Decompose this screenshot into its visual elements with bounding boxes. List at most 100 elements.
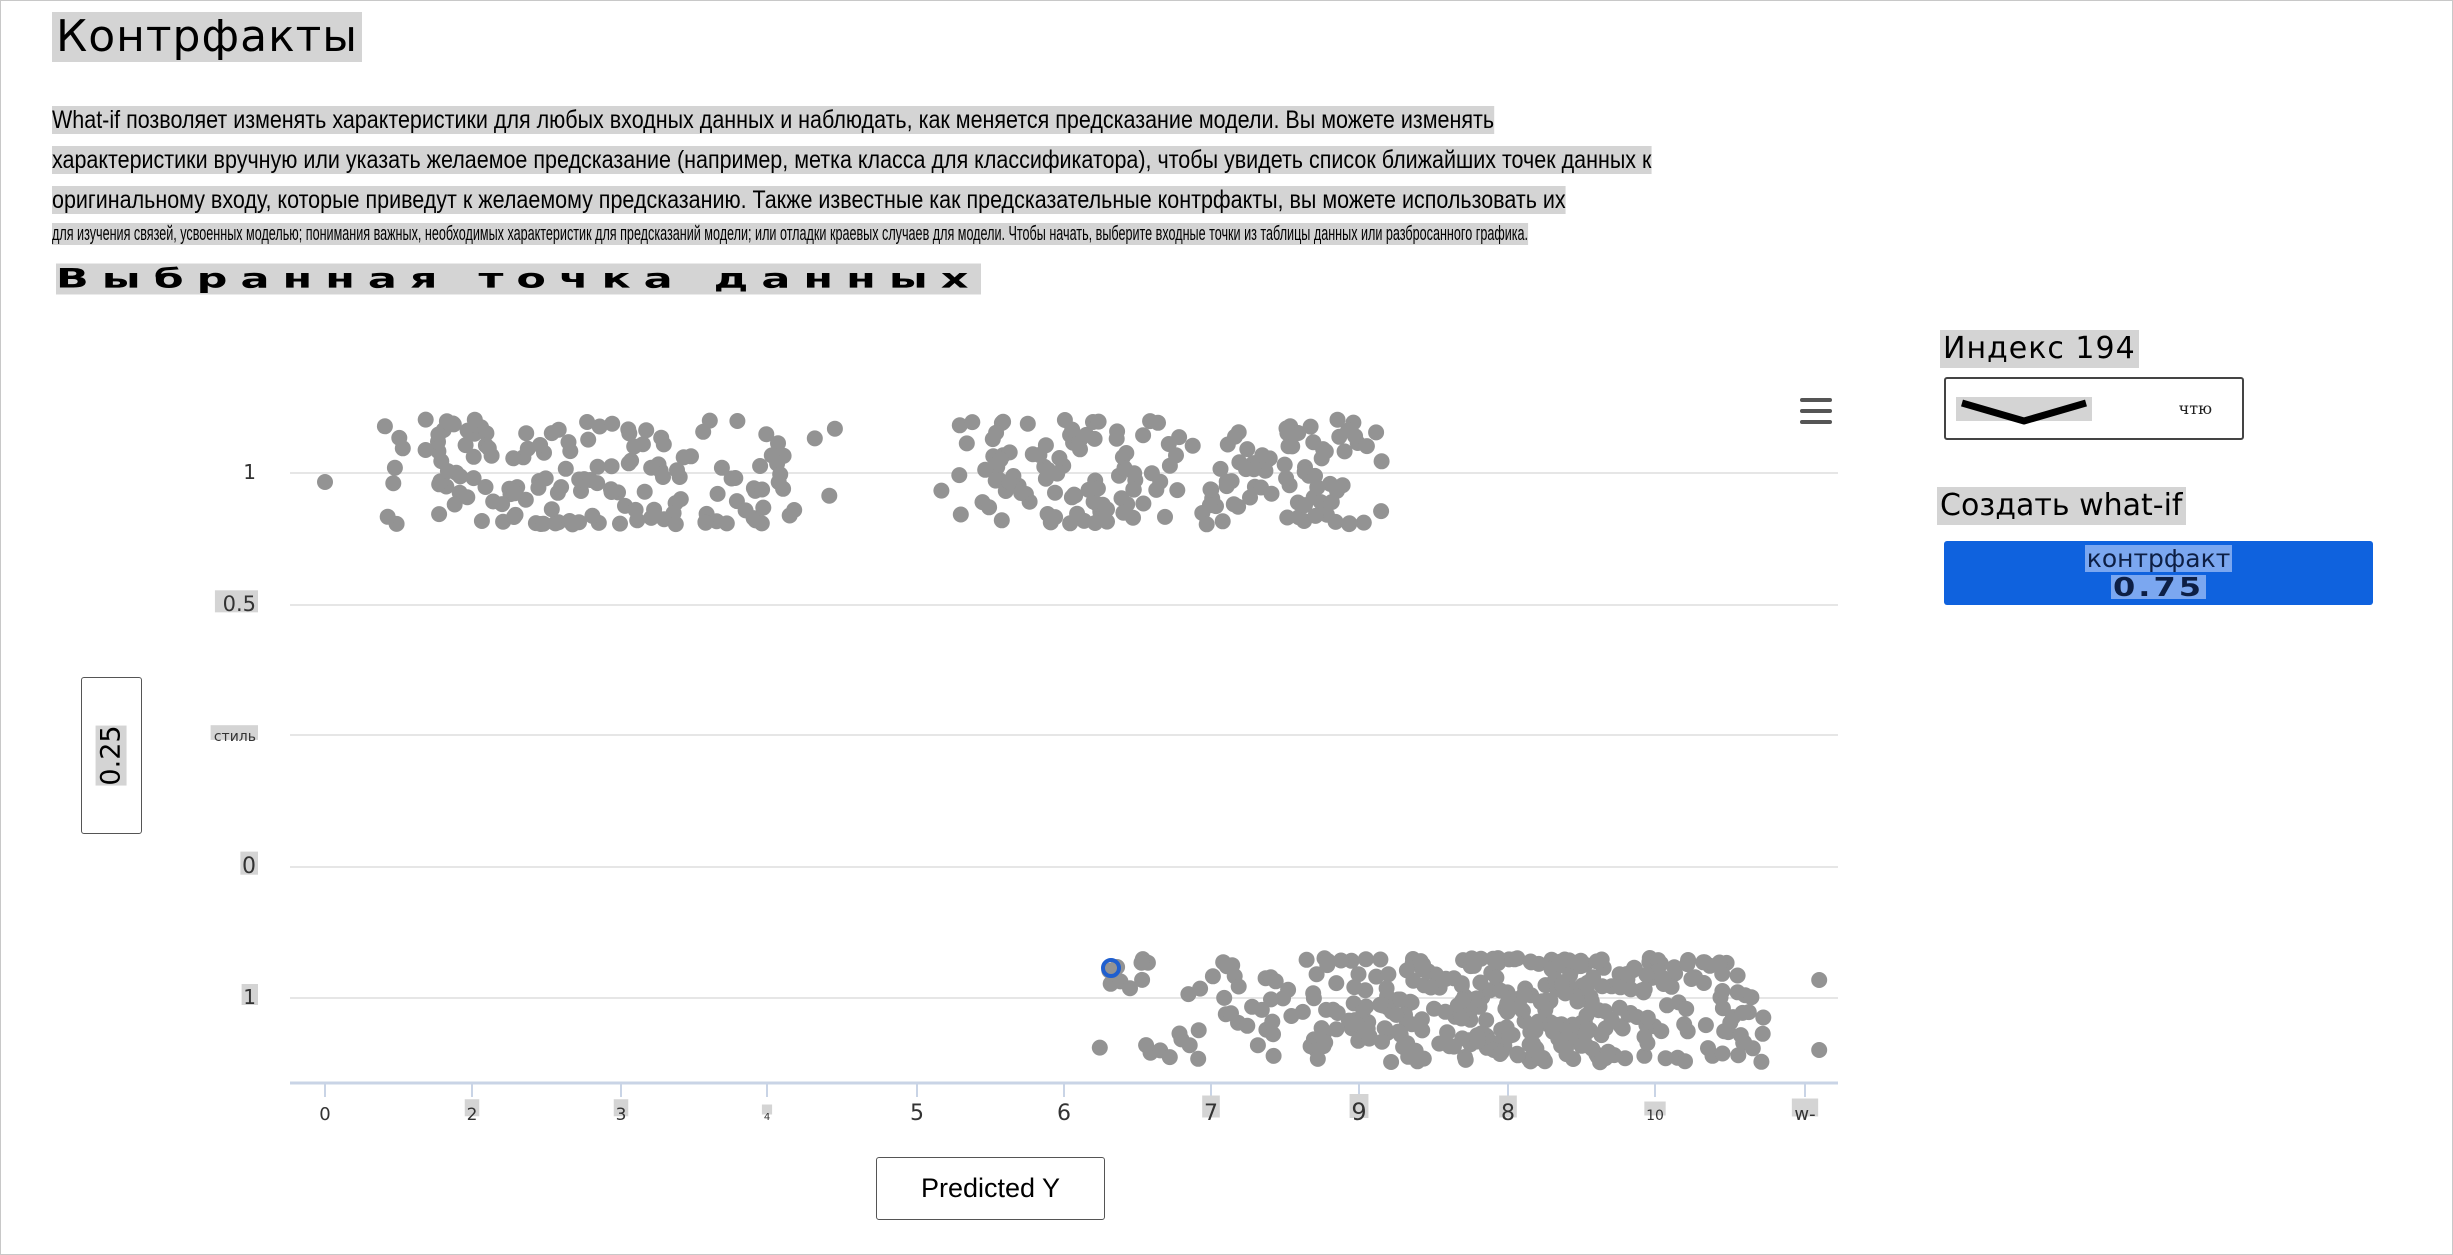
scatter-point <box>1374 1033 1390 1050</box>
scatter-point <box>753 515 770 532</box>
scatter-point <box>775 480 792 497</box>
scatter-point <box>1564 1016 1581 1033</box>
scatter-point <box>729 413 746 429</box>
scatter-point <box>1383 1054 1400 1070</box>
scatter-point <box>620 421 637 438</box>
scatter-point <box>1347 428 1364 445</box>
scatter-point <box>1372 996 1389 1013</box>
scatter-point <box>494 496 511 513</box>
svg-text:3: 3 <box>616 1105 627 1125</box>
scatter-point <box>1242 489 1258 506</box>
scatter-point <box>1280 981 1297 998</box>
scatter-point <box>1069 505 1086 522</box>
scatter-point <box>1198 516 1215 533</box>
scatter-point <box>1527 1022 1544 1039</box>
scatter-point <box>1636 1028 1653 1045</box>
x-tick-label: 9 <box>1349 1094 1369 1126</box>
scatter-point <box>1512 1000 1529 1017</box>
scatter-point <box>1573 1037 1590 1054</box>
scatter-point <box>1422 979 1439 996</box>
selected-point[interactable] <box>1101 958 1121 978</box>
scatter-point <box>752 458 769 474</box>
y-tick-label: 1 <box>243 460 256 484</box>
scatter-point <box>417 442 434 458</box>
scatter-point <box>1328 1021 1345 1038</box>
y-tick-label: 0 <box>240 851 258 879</box>
create-counterfactual-button[interactable]: контрфакт 0.75 <box>1944 541 2373 605</box>
svg-text:0: 0 <box>319 1104 330 1125</box>
y-axis-label[interactable]: 0.25 <box>81 677 142 834</box>
scatter-point <box>379 508 396 525</box>
scatter-point <box>951 417 968 434</box>
svg-text:w-: w- <box>1794 1104 1815 1125</box>
scatter-point <box>643 459 660 476</box>
scatter-point <box>1700 1040 1716 1057</box>
scatter-point <box>988 424 1005 441</box>
scatter-point <box>466 411 483 428</box>
scatter-point <box>506 485 523 502</box>
scatter-point <box>1138 1037 1155 1054</box>
scatter-point <box>1373 453 1390 470</box>
scatter-point <box>981 499 998 516</box>
scatter-point <box>1653 1023 1670 1040</box>
button-label-line1: контрфакт <box>2084 543 2233 573</box>
scatter-point <box>603 484 620 500</box>
scatter-point <box>1380 966 1397 983</box>
scatter-point <box>431 506 448 523</box>
scatter-point <box>1230 978 1247 995</box>
scatter-point <box>1744 1040 1761 1057</box>
scatter-point <box>1328 975 1345 992</box>
data-points <box>317 411 1828 1071</box>
scatter-point <box>1457 1051 1474 1068</box>
scatter-point <box>933 482 950 499</box>
svg-text:10: 10 <box>1646 1108 1664 1124</box>
section-subtitle: Выбранная точка данных <box>56 263 982 295</box>
scatter-point <box>391 429 408 446</box>
scatter-point <box>1278 420 1295 437</box>
scatter-point <box>1378 980 1395 997</box>
scatter-point <box>1657 1050 1674 1067</box>
scatter-point <box>1091 1039 1108 1056</box>
chart-gridlines <box>290 472 1838 999</box>
scatter-point <box>480 440 497 457</box>
scatter-point <box>1626 960 1643 977</box>
scatter-point <box>1253 1001 1270 1018</box>
scatter-point <box>1413 1011 1430 1028</box>
scatter-point <box>992 451 1009 468</box>
scatter-point <box>1734 1004 1751 1021</box>
scatter-point <box>667 516 684 533</box>
scatter-point <box>1453 1010 1470 1027</box>
index-dropdown[interactable]: чтю <box>1944 377 2244 440</box>
scatter-point <box>1677 1053 1693 1070</box>
scatter-point <box>1087 515 1104 531</box>
description-text: характеристики вручную или указать желае… <box>52 146 1652 174</box>
scatter-point <box>1201 497 1218 514</box>
scatter-point <box>1600 1043 1617 1060</box>
x-tick-label: 3 <box>613 1099 629 1125</box>
scatter-point <box>1212 460 1229 477</box>
scatter-point <box>1714 983 1731 999</box>
scatter-point <box>1492 982 1509 999</box>
scatter-point <box>582 472 599 488</box>
description-text: оригинальному входу, которые приведут к … <box>52 186 1566 214</box>
hamburger-menu-icon[interactable] <box>1796 395 1836 429</box>
scatter-point <box>1492 1046 1509 1062</box>
scatter-point <box>579 414 596 430</box>
scatter-point <box>758 426 775 443</box>
y-tick-label: 0.5 <box>214 590 258 616</box>
button-label-line2: 0.75 <box>2111 571 2206 602</box>
scatter-point <box>1013 485 1030 501</box>
description-line: характеристики вручную или указать желае… <box>52 140 1652 180</box>
scatter-point <box>317 474 333 490</box>
scatter-point <box>1298 951 1315 968</box>
scatter-point <box>1593 951 1610 968</box>
scatter-point <box>781 507 798 524</box>
scatter-point <box>1265 1026 1281 1043</box>
scatter-point <box>772 466 789 483</box>
x-axis-label[interactable]: Predicted Y <box>876 1157 1105 1220</box>
y-tick-label: 1 <box>241 984 258 1009</box>
scatter-point <box>1239 1017 1256 1034</box>
scatter-point <box>560 434 577 451</box>
scatter-point <box>1278 470 1295 487</box>
